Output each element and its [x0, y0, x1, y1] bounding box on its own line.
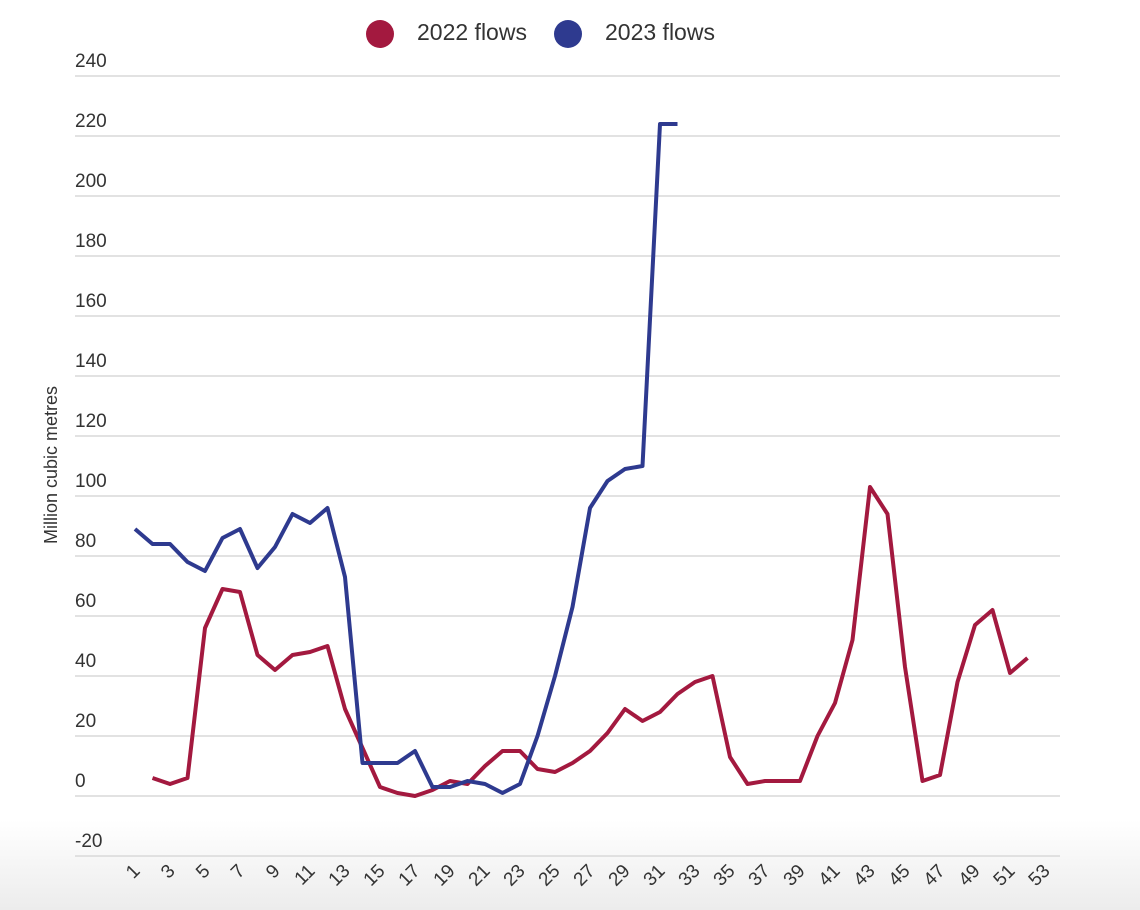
- y-tick-label: 60: [75, 591, 96, 612]
- y-tick-label: 20: [75, 711, 96, 732]
- y-tick-label: 140: [75, 351, 107, 372]
- y-tick-label: 160: [75, 291, 107, 312]
- legend-label: 2022 flows: [417, 19, 527, 45]
- y-tick-label: 100: [75, 471, 107, 492]
- data-line: [133, 122, 678, 795]
- y-tick-label: 240: [75, 51, 107, 72]
- y-tick-label: 120: [75, 411, 107, 432]
- legend-label: 2023 flows: [605, 19, 715, 45]
- background: [0, 820, 1140, 910]
- y-tick-label: 40: [75, 651, 96, 672]
- y-tick-label: 220: [75, 111, 107, 132]
- y-tick-label: 0: [75, 771, 86, 792]
- y-tick-label: 80: [75, 531, 96, 552]
- y-axis-title: Million cubic metres: [41, 386, 61, 544]
- legend-marker: [366, 20, 394, 48]
- y-tick-label: -20: [75, 831, 102, 852]
- legend-marker: [554, 20, 582, 48]
- y-tick-label: 200: [75, 171, 107, 192]
- y-tick-label: 180: [75, 231, 107, 252]
- data-line: [151, 485, 1029, 798]
